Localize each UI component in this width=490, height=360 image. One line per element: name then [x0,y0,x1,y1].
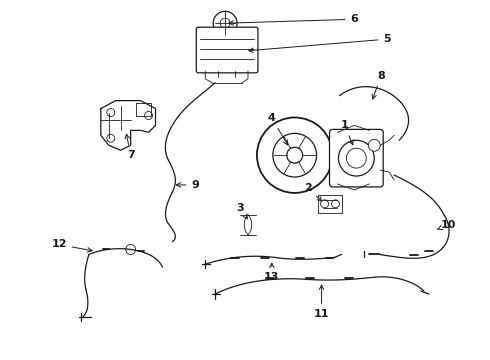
Circle shape [145,112,152,120]
Text: 13: 13 [264,263,279,282]
Circle shape [346,148,367,168]
Circle shape [273,133,317,177]
Circle shape [257,117,333,193]
Text: 1: 1 [341,121,353,145]
Circle shape [287,147,303,163]
Text: 6: 6 [229,14,358,25]
Text: 5: 5 [249,34,391,53]
Text: 3: 3 [236,203,247,219]
Circle shape [368,139,380,151]
Text: 11: 11 [314,285,329,319]
Text: 10: 10 [438,220,457,230]
Circle shape [107,109,115,117]
FancyBboxPatch shape [329,129,383,187]
Circle shape [339,140,374,176]
Text: 4: 4 [268,113,288,145]
FancyBboxPatch shape [196,27,258,73]
Text: 8: 8 [372,71,385,99]
Text: 2: 2 [304,183,322,201]
Circle shape [107,134,115,142]
Text: 12: 12 [51,239,92,252]
Circle shape [320,200,328,208]
Circle shape [213,11,237,35]
Circle shape [332,200,340,208]
Text: 7: 7 [125,134,135,160]
Circle shape [125,244,136,255]
Circle shape [220,18,230,28]
Text: 9: 9 [176,180,199,190]
